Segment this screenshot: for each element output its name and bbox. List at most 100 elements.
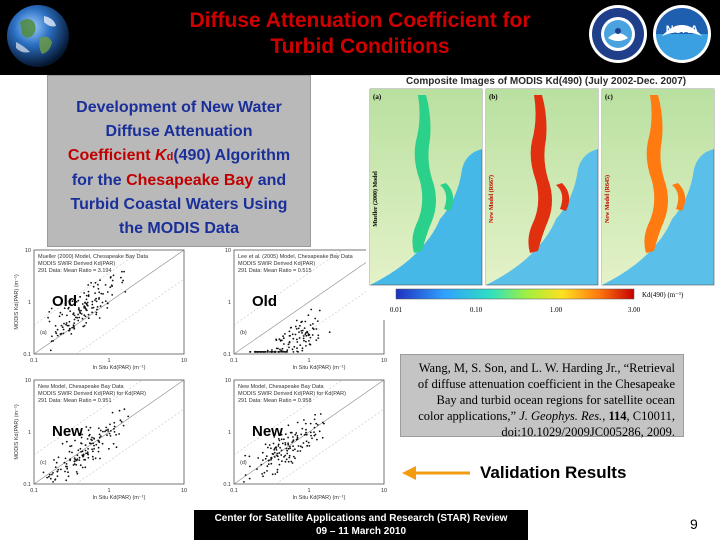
scatter-point bbox=[73, 303, 76, 306]
scatter-point bbox=[102, 430, 104, 433]
scatter-point bbox=[77, 313, 79, 316]
scatter-point bbox=[304, 333, 307, 336]
scatter-point bbox=[311, 437, 313, 440]
scatter-point bbox=[296, 347, 298, 350]
plot-note-3: 291 Data: Mean Ratio = 0.515 bbox=[238, 268, 312, 274]
scatter-point bbox=[106, 434, 108, 437]
scatter-point bbox=[297, 327, 300, 330]
scatter-point bbox=[305, 433, 308, 436]
scatter-point bbox=[273, 436, 276, 438]
scatter-point bbox=[78, 307, 80, 309]
scatter-point bbox=[306, 331, 309, 334]
scatter-point bbox=[308, 445, 311, 447]
scatter-point bbox=[56, 328, 59, 331]
scatter-point bbox=[86, 304, 89, 307]
scatter-point bbox=[85, 294, 88, 297]
scatter-point bbox=[106, 302, 109, 305]
map-panel-label: (b) bbox=[489, 93, 498, 101]
scatter-point bbox=[287, 436, 289, 439]
scatter-point bbox=[310, 308, 313, 311]
scatter-point bbox=[77, 449, 80, 452]
scatter-point bbox=[113, 425, 116, 428]
scatter-point bbox=[298, 331, 300, 333]
scatter-point bbox=[70, 333, 73, 335]
delaware-bay bbox=[556, 183, 570, 211]
scatter-point bbox=[287, 447, 290, 450]
scatter-point bbox=[261, 473, 263, 475]
scatter-point bbox=[58, 315, 61, 318]
scatter-point bbox=[97, 283, 99, 286]
citation-journal: J. Geophys. Res. bbox=[519, 409, 603, 423]
description-line-4-b: and bbox=[253, 172, 287, 189]
scatter-point bbox=[270, 351, 273, 353]
scatter-point bbox=[289, 326, 292, 329]
scatter-point bbox=[87, 429, 90, 432]
scatter-point bbox=[283, 455, 285, 458]
scatter-point bbox=[96, 306, 99, 308]
scatter-point bbox=[270, 462, 273, 465]
scatter-point bbox=[315, 339, 318, 341]
scatter-point bbox=[77, 319, 80, 322]
scatter-point bbox=[84, 466, 87, 469]
scatter-point bbox=[286, 449, 289, 452]
scatter-point bbox=[73, 457, 76, 459]
scatter-point bbox=[285, 447, 288, 450]
scatter-point bbox=[63, 307, 66, 310]
scatter-point bbox=[292, 445, 294, 448]
scatter-point bbox=[84, 449, 87, 452]
slide-title-line-2: Turbid Conditions bbox=[270, 35, 450, 58]
scatter-point bbox=[86, 451, 89, 453]
one-to-one-line bbox=[233, 249, 385, 355]
footer-line-2: 09 – 11 March 2010 bbox=[315, 526, 407, 537]
scatter-point bbox=[112, 442, 115, 445]
description-line-4: for the Chesapeake Bay and bbox=[56, 169, 302, 193]
scatter-point bbox=[278, 338, 281, 340]
description-kd-subscript: d bbox=[166, 151, 174, 163]
scatter-point bbox=[303, 327, 306, 329]
scatter-point bbox=[68, 450, 71, 453]
description-line-6: the MODIS Data bbox=[118, 220, 239, 237]
scatter-point bbox=[91, 311, 93, 314]
scatter-point bbox=[84, 444, 87, 447]
scatter-point bbox=[261, 351, 263, 353]
scatter-point bbox=[115, 446, 118, 449]
scatter-point bbox=[73, 318, 76, 321]
scatter-point bbox=[301, 446, 304, 449]
colorbar-label: Kd(490) (m⁻¹) bbox=[642, 291, 684, 299]
scatter-point bbox=[280, 454, 283, 456]
y-tick-label: 1 bbox=[228, 300, 231, 306]
scatter-point bbox=[101, 442, 104, 445]
kd490-map-panel-2: (b) New Model (R667) bbox=[485, 88, 599, 286]
scatter-point bbox=[97, 427, 100, 430]
scatter-point bbox=[82, 453, 85, 456]
scatter-point bbox=[109, 423, 111, 426]
scatter-point bbox=[275, 447, 278, 449]
scatter-point bbox=[308, 340, 310, 342]
scatter-point bbox=[313, 431, 315, 433]
scatter-point bbox=[299, 450, 302, 452]
scatter-point bbox=[290, 431, 293, 434]
scatter-point bbox=[91, 455, 94, 458]
scatter-point bbox=[288, 454, 291, 457]
scatter-point bbox=[305, 332, 307, 334]
scatter-point bbox=[81, 317, 84, 320]
footer-bar: Center for Satellite Applications and Re… bbox=[194, 510, 528, 540]
scatter-panel-tr: Lee et al. (2005) Model, Chesapeake Bay … bbox=[223, 248, 387, 371]
description-line-1: Development of New Water bbox=[76, 99, 282, 116]
scatter-point bbox=[76, 316, 79, 319]
scatter-point bbox=[292, 455, 295, 458]
scatter-point bbox=[276, 455, 279, 458]
scatter-point bbox=[92, 442, 94, 445]
scatter-point bbox=[90, 281, 92, 284]
scatter-point bbox=[108, 447, 110, 450]
scatter-point bbox=[111, 294, 114, 296]
plot-panel-label: (c) bbox=[40, 460, 47, 466]
upper-factor-line bbox=[33, 249, 143, 326]
scatter-point bbox=[285, 458, 288, 461]
scatter-point bbox=[123, 270, 125, 273]
scatter-point bbox=[121, 270, 123, 273]
scatter-point bbox=[286, 351, 288, 353]
scatter-point bbox=[48, 320, 51, 323]
y-axis-label: MODIS Kd(PAR) (m⁻¹) bbox=[14, 274, 20, 330]
lower-factor-line bbox=[75, 408, 185, 485]
